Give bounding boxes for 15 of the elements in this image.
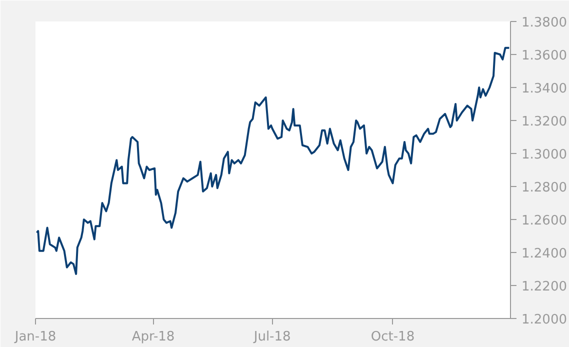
x-tick-label: Jul-18: [252, 330, 291, 344]
y-tick-label: 1.3600: [522, 48, 567, 64]
x-tick-label: Oct-18: [370, 330, 415, 344]
y-tick-label: 1.2000: [522, 312, 567, 328]
y-tick-label: 1.2800: [522, 180, 567, 196]
y-tick-label: 1.3800: [522, 16, 567, 30]
y-tick-label: 1.2200: [522, 280, 567, 294]
y-tick-label: 1.2600: [522, 214, 567, 228]
y-tick-label: 1.3000: [522, 148, 567, 162]
line-series: [36, 46, 510, 275]
x-tick-label: Jan-18: [14, 330, 56, 344]
y-tick-label: 1.3200: [522, 114, 567, 130]
y-tick-label: 1.2400: [522, 246, 567, 262]
x-tick-label: Apr-18: [132, 330, 175, 344]
y-tick-label: 1.3400: [522, 82, 567, 96]
